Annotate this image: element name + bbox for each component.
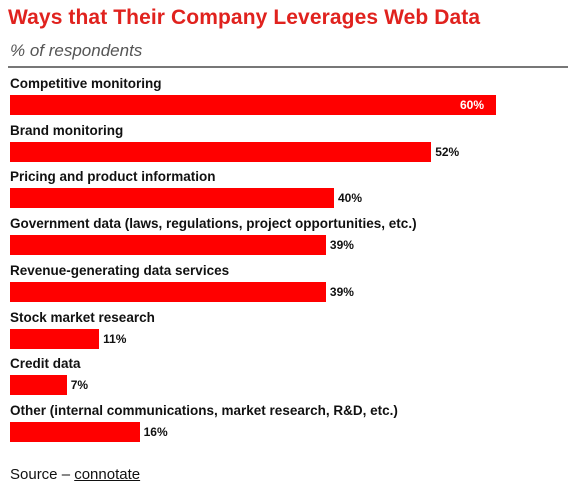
bar: [10, 141, 432, 162]
bar: [10, 421, 140, 442]
bar: [10, 328, 100, 349]
category-label: Pricing and product information: [10, 169, 216, 185]
chart-subtitle: % of respondents: [10, 41, 143, 60]
top-divider: [8, 66, 568, 68]
source-note: Source – connotate: [10, 466, 140, 483]
bar: [10, 95, 496, 115]
value-label: 11%: [103, 331, 127, 346]
category-label: Government data (laws, regulations, proj…: [10, 216, 417, 232]
value-label: 52%: [435, 144, 460, 159]
source-link[interactable]: connotate: [74, 466, 141, 483]
value-label: 16%: [143, 424, 168, 439]
bar: [10, 281, 326, 302]
source-prefix: Source –: [10, 466, 75, 483]
value-label: 39%: [329, 284, 354, 299]
bar: [10, 188, 334, 209]
value-label: 40%: [338, 191, 363, 206]
category-label: Revenue-generating data services: [10, 262, 230, 278]
category-label: Competitive monitoring: [10, 76, 162, 91]
category-label: Stock market research: [10, 309, 155, 325]
bar: [10, 375, 67, 396]
category-label: Other (internal communications, market r…: [10, 402, 398, 418]
category-label: Credit data: [10, 356, 81, 372]
value-label: 60%: [460, 98, 485, 112]
category-label: Brand monitoring: [10, 122, 124, 138]
bar: [10, 235, 326, 256]
chart-title: Ways that Their Company Leverages Web Da…: [8, 6, 481, 29]
value-label: 39%: [329, 238, 354, 253]
value-label: 7%: [70, 378, 89, 393]
